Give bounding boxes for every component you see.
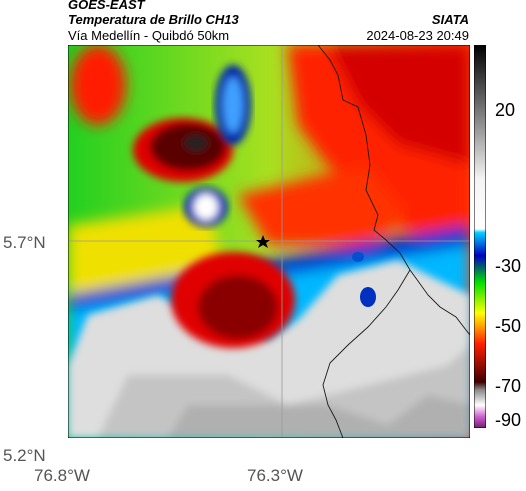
colorbar-tick-minus50: -50 [495,316,522,336]
colorbar [474,45,486,428]
product-title: Temperatura de Brillo CH13 [68,12,239,27]
agency-label: SIATA [431,12,469,27]
brightness-temperature-map [68,45,470,438]
colorbar-tick-minus70: -70 [495,376,522,396]
lat-label-5-2: 5.2°N [3,446,46,465]
lon-label-76-3: 76.3°W [247,466,303,485]
lat-label-5-7: 5.7°N [3,233,46,252]
colorbar-tick-minus90: -90 [495,410,522,430]
star-icon [256,235,270,248]
colorbar-tick-minus30: -30 [495,256,522,276]
satellite-title: GOES-EAST [68,0,145,12]
route-label: Vía Medellín - Quibdó 50km [68,28,230,43]
lon-label-76-8: 76.8°W [34,466,90,485]
colorbar-tick-20: 20 [495,100,516,120]
datetime-label: 2024-08-23 20:49 [366,28,469,43]
